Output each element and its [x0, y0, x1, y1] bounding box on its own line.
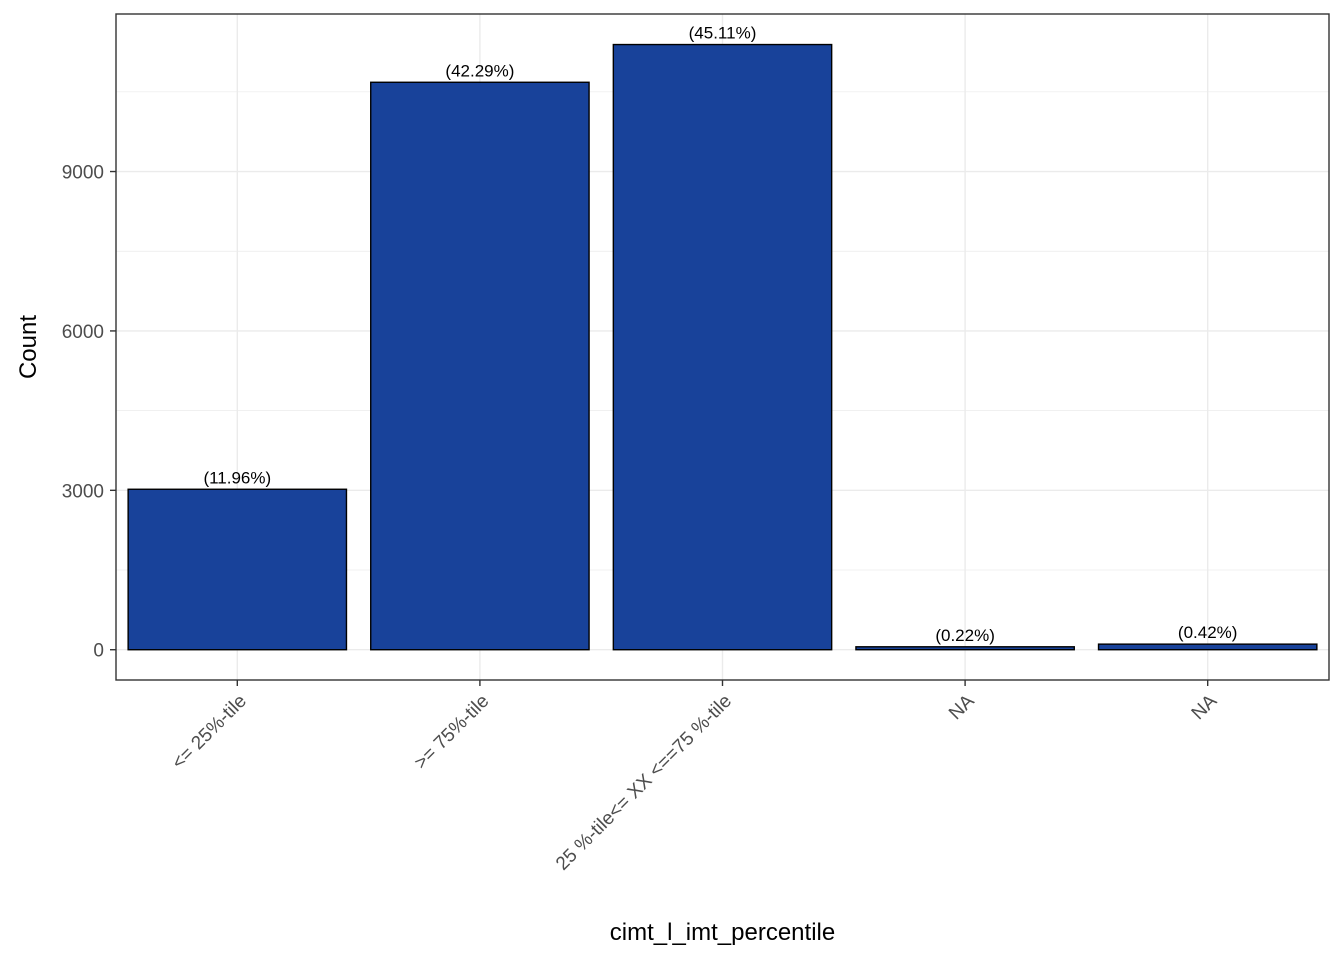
bar-data-label: (42.29%) [445, 61, 514, 80]
data-labels: (11.96%) (42.29%) (45.11%) (0.22%) (0.42%) [203, 24, 1237, 645]
y-tick-label: 6000 [62, 322, 104, 343]
y-tick-label: 0 [93, 641, 104, 662]
y-tick-label: 3000 [62, 481, 104, 502]
bars [127, 43, 1318, 651]
bar [855, 646, 1075, 651]
bar-data-label: (11.96%) [203, 468, 271, 487]
bar [1097, 643, 1318, 651]
x-axis-title: cimt_l_imt_percentile [610, 919, 835, 946]
bar [370, 81, 590, 651]
bar-data-label: (0.42%) [1178, 623, 1238, 642]
y-axis: 0 3000 6000 9000 [62, 163, 116, 662]
y-axis-title: Count [15, 315, 42, 379]
bar [612, 43, 833, 651]
bar [127, 488, 348, 651]
bar-data-label: (0.22%) [935, 626, 995, 645]
bar-data-label: (45.11%) [689, 24, 757, 43]
y-tick-label: 9000 [62, 163, 104, 184]
